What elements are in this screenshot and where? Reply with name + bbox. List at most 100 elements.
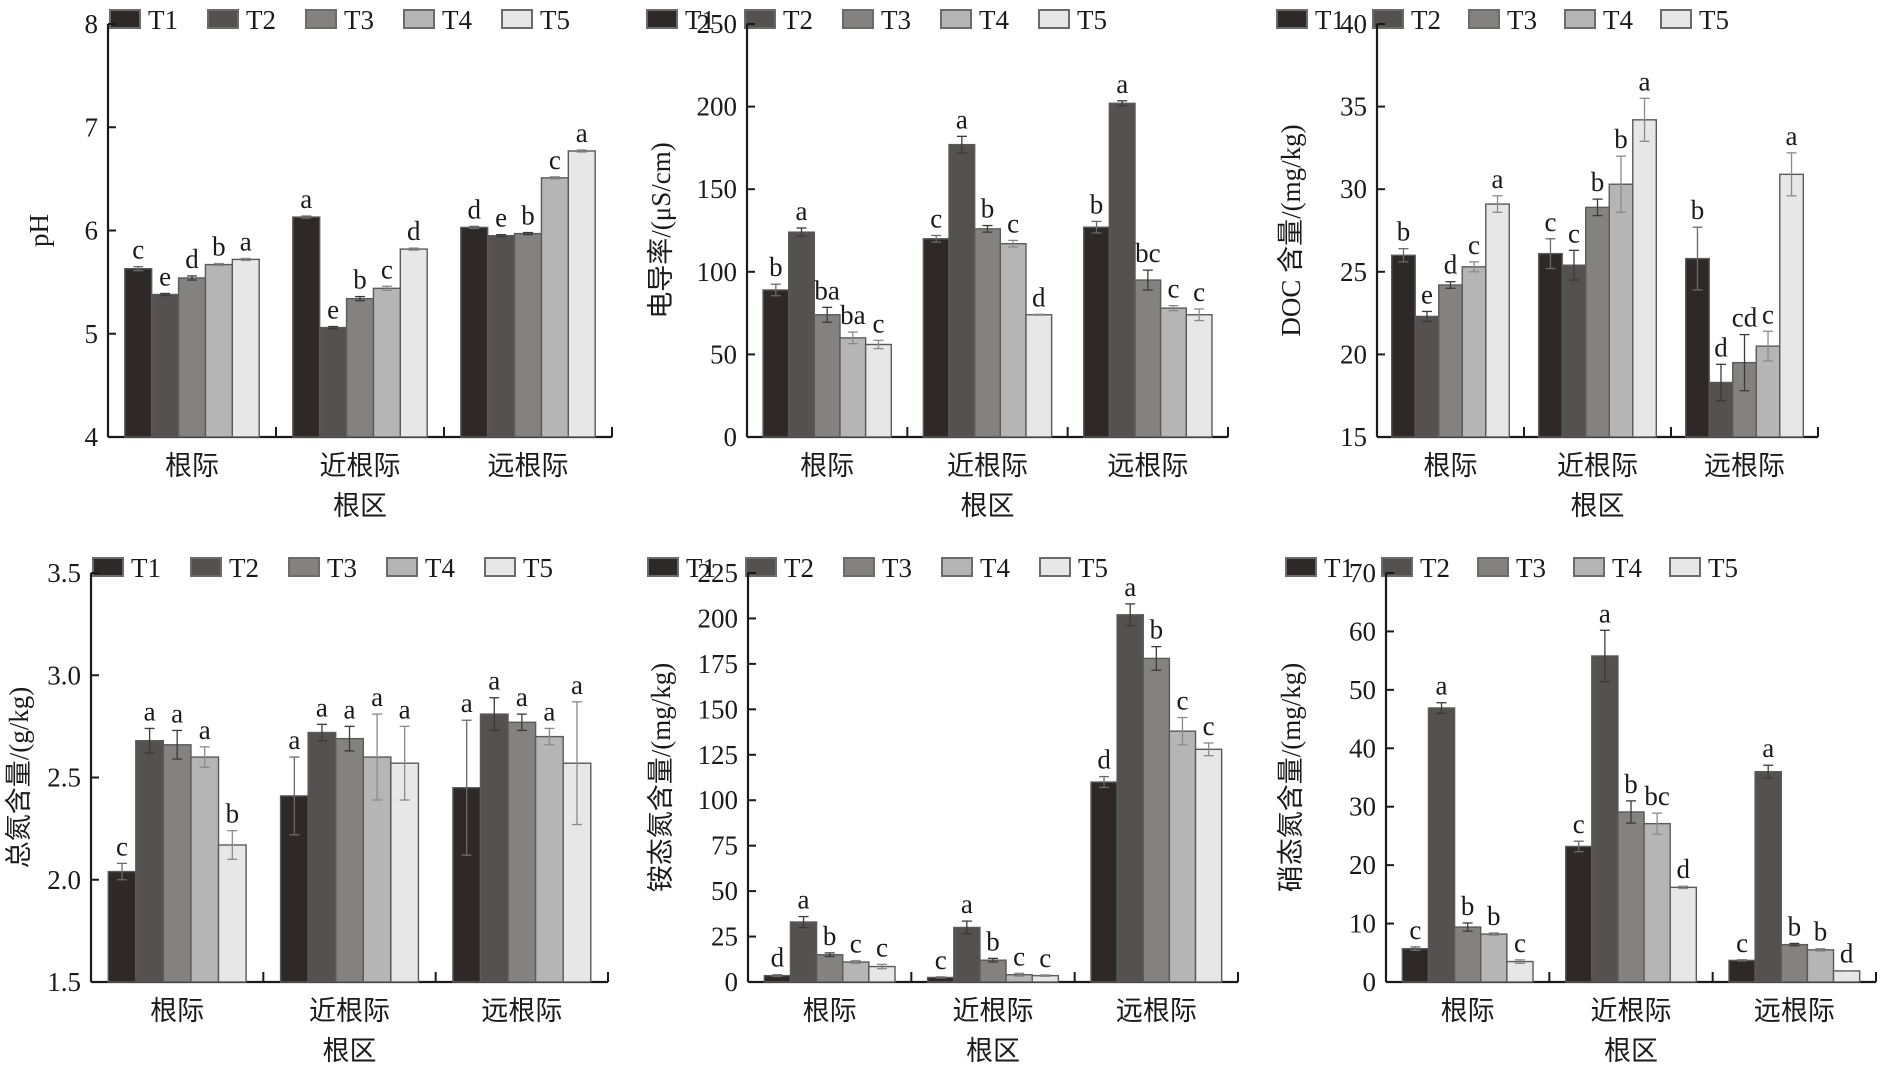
legend-label: T1 (685, 5, 715, 35)
bar (150, 293, 180, 438)
x-tick-label: 远根际 (1107, 451, 1188, 482)
bar (390, 762, 420, 983)
legend-label: T2 (246, 5, 276, 35)
y-tick-label: 0 (725, 967, 739, 997)
legend-swatch (1660, 9, 1692, 29)
legend-swatch (403, 9, 435, 29)
legend-item: T5 (1660, 5, 1729, 35)
x-tick-label: 根际 (800, 451, 854, 482)
legend-label: T4 (980, 553, 1010, 583)
significance-label: c (1762, 299, 1774, 329)
significance-label: c (1176, 686, 1188, 716)
chart-nh4: T1 T2 T3 T4 T5 0 25 50 75 100 125 150 175 200 225 铵态氮含量… (646, 553, 1239, 1067)
bar (1485, 203, 1510, 438)
legend-swatch (1477, 557, 1509, 577)
bar-group: d e bca (460, 118, 596, 438)
x-axis-title: 根区 (961, 491, 1015, 522)
y-tick-label: 4 (85, 422, 99, 452)
bar (979, 959, 1007, 983)
significance-label: e (495, 203, 507, 233)
y-tick-label: 60 (1349, 616, 1376, 646)
legend-swatch (1381, 557, 1413, 577)
bar (318, 326, 348, 438)
significance-label: c (1013, 941, 1025, 971)
significance-label: c (876, 932, 888, 962)
bar (567, 150, 596, 438)
legend-label: T3 (881, 5, 911, 35)
significance-label: a (516, 682, 528, 712)
y-tick-label: 15 (1340, 422, 1367, 452)
legend-item: T3 (288, 553, 357, 583)
significance-label: a (1124, 572, 1136, 602)
significance-label: c (1193, 277, 1205, 307)
significance-label: a (144, 696, 156, 726)
bar (162, 744, 192, 983)
legend-label: T4 (442, 5, 472, 35)
significance-label: b (521, 201, 535, 231)
legend-label: T5 (1708, 553, 1738, 583)
y-tick-label: 35 (1340, 92, 1367, 122)
significance-label: b (1150, 615, 1164, 645)
legend-item: T4 (941, 553, 1010, 583)
legend-label: T1 (131, 553, 161, 583)
significance-label: c (116, 831, 128, 861)
x-tick-label: 根际 (1424, 451, 1478, 482)
significance-label: a (288, 725, 300, 755)
y-tick-label: 20 (1349, 850, 1376, 880)
x-tick-label: 根际 (803, 996, 857, 1027)
bar (1194, 748, 1223, 983)
bar (231, 258, 260, 438)
bar (813, 314, 841, 438)
significance-label: a (798, 885, 810, 915)
x-axis-title: 根区 (323, 1036, 377, 1067)
bar (1506, 960, 1534, 983)
significance-label: d (1097, 745, 1111, 775)
bar (864, 343, 893, 438)
x-tick-label: 近根际 (1557, 451, 1638, 482)
significance-label: ba (814, 275, 840, 305)
x-axis-title: 根区 (966, 1036, 1020, 1067)
legend-swatch (744, 9, 776, 29)
legend-item: T3 (1477, 553, 1546, 583)
significance-label: b (1487, 901, 1501, 931)
legend-swatch (1468, 9, 1500, 29)
bar (1643, 822, 1671, 983)
bar (922, 238, 950, 438)
bar-group: a eb cd (292, 184, 428, 438)
significance-label: a (1116, 69, 1128, 99)
legend-item: T5 (501, 5, 570, 35)
bar (1632, 119, 1657, 438)
legend-swatch (1276, 9, 1308, 29)
legend-item: T2 (1381, 553, 1450, 583)
bar-group: b dcd c a (1685, 121, 1805, 438)
y-tick-label: 5 (85, 319, 99, 349)
bar (135, 739, 165, 983)
significance-label: ba (840, 300, 866, 330)
significance-label: a (171, 698, 183, 728)
significance-label: a (543, 696, 555, 726)
bar (1728, 959, 1756, 983)
y-tick-label: 0 (724, 422, 738, 452)
bar (513, 232, 543, 438)
significance-label: b (1614, 124, 1628, 154)
significance-label: a (1639, 66, 1651, 96)
legend-item: T1 (1285, 553, 1354, 583)
significance-label: c (1203, 711, 1215, 741)
y-tick-label: 40 (1340, 9, 1367, 39)
y-tick-label: 3.0 (47, 660, 81, 690)
bar (335, 737, 364, 983)
significance-label: a (344, 694, 356, 724)
significance-label: b (353, 265, 367, 295)
x-tick-label: 远根际 (1116, 996, 1197, 1027)
significance-label: a (461, 688, 473, 718)
bar (1185, 314, 1213, 438)
significance-label: b (769, 252, 783, 282)
significance-label: b (1814, 917, 1828, 947)
significance-label: a (371, 682, 383, 712)
significance-label: d (1714, 332, 1728, 362)
legend-label: T3 (1507, 5, 1537, 35)
legend-swatch (940, 9, 972, 29)
significance-label: c (930, 203, 942, 233)
legend-label: T2 (1420, 553, 1450, 583)
